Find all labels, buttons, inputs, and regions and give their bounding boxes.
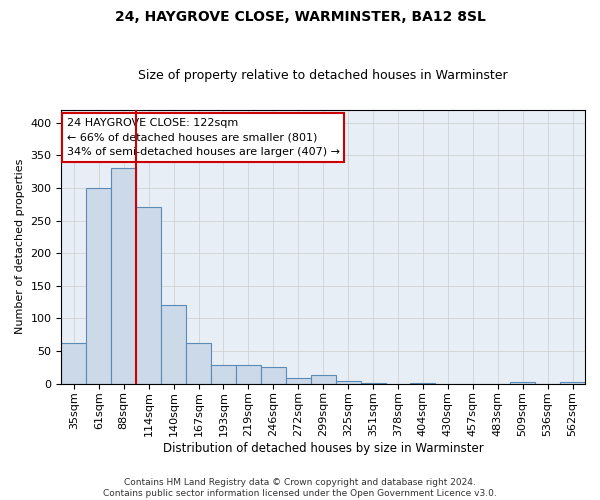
Bar xyxy=(311,375,335,384)
Bar xyxy=(111,168,136,384)
Bar xyxy=(510,382,535,384)
Bar xyxy=(161,306,186,384)
Bar xyxy=(410,383,436,384)
Bar xyxy=(86,188,111,384)
Title: Size of property relative to detached houses in Warminster: Size of property relative to detached ho… xyxy=(139,69,508,82)
Bar xyxy=(236,366,261,384)
Bar xyxy=(261,368,286,384)
Y-axis label: Number of detached properties: Number of detached properties xyxy=(15,159,25,334)
Text: 24, HAYGROVE CLOSE, WARMINSTER, BA12 8SL: 24, HAYGROVE CLOSE, WARMINSTER, BA12 8SL xyxy=(115,10,485,24)
Text: Contains HM Land Registry data © Crown copyright and database right 2024.
Contai: Contains HM Land Registry data © Crown c… xyxy=(103,478,497,498)
Bar xyxy=(335,381,361,384)
Text: 24 HAYGROVE CLOSE: 122sqm
← 66% of detached houses are smaller (801)
34% of semi: 24 HAYGROVE CLOSE: 122sqm ← 66% of detac… xyxy=(67,118,340,158)
X-axis label: Distribution of detached houses by size in Warminster: Distribution of detached houses by size … xyxy=(163,442,484,455)
Bar xyxy=(211,366,236,384)
Bar xyxy=(61,343,86,384)
Bar xyxy=(136,208,161,384)
Bar xyxy=(286,378,311,384)
Bar xyxy=(560,382,585,384)
Bar xyxy=(361,383,386,384)
Bar xyxy=(186,342,211,384)
